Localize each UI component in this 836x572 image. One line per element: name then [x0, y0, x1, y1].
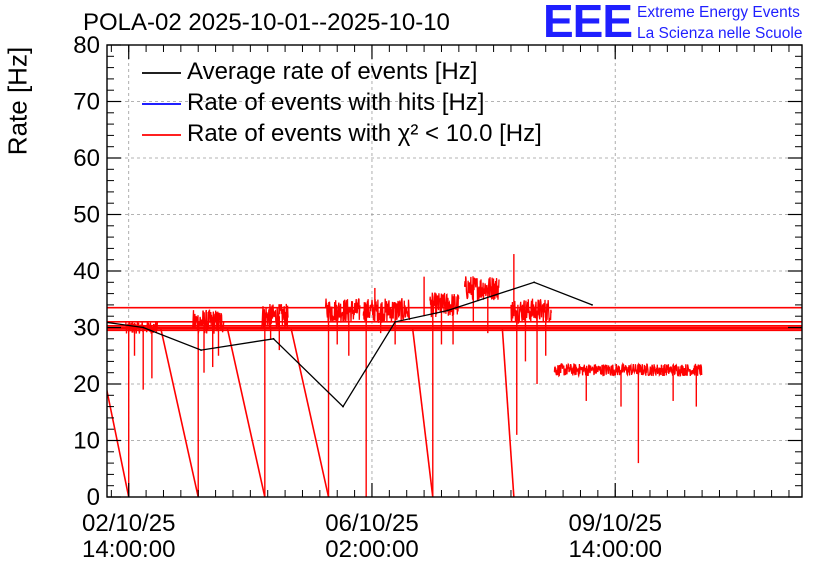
series-chi2-drop — [107, 387, 130, 497]
x-tick-label-time: 14:00:00 — [569, 536, 662, 563]
legend-label-chi2: Rate of events with χ² < 10.0 [Hz] — [187, 120, 542, 147]
legend-label-hits: Rate of events with hits [Hz] — [187, 89, 485, 116]
x-tick-label-date: 09/10/25 — [569, 510, 662, 537]
series-average-point — [342, 405, 344, 408]
series-average-point — [591, 304, 593, 306]
y-tick-label: 40 — [73, 258, 100, 285]
series-chi2-drop — [411, 327, 434, 497]
series-average-point — [394, 320, 397, 323]
series-chi2-drop — [501, 327, 515, 497]
legend-label-average: Average rate of events [Hz] — [187, 58, 478, 85]
series-chi2-drop — [290, 327, 330, 497]
y-tick-label: 60 — [73, 145, 100, 172]
series-chi2-drop — [159, 327, 199, 497]
chart-title: POLA-02 2025-10-01--2025-10-10 — [83, 9, 450, 36]
series-chi2-segment — [261, 303, 289, 329]
series-average-point — [142, 326, 145, 329]
series-chi2-drop — [226, 327, 266, 497]
series-average-point — [446, 309, 449, 312]
y-tick-label: 10 — [73, 428, 100, 455]
y-tick-label: 20 — [73, 371, 100, 398]
series-chi2-segment — [510, 298, 552, 325]
series-chi2-segment — [429, 292, 460, 318]
x-tick-label-date: 02/10/25 — [82, 510, 175, 537]
series-average-line — [107, 281, 593, 408]
y-tick-label: 0 — [87, 484, 100, 511]
x-tick-label-time: 14:00:00 — [82, 536, 175, 563]
series-chi2-segment — [553, 362, 703, 379]
y-tick-label: 30 — [73, 315, 100, 342]
legend-lines — [142, 72, 181, 136]
series-chi2-segment — [324, 298, 361, 323]
series-chi2-segment — [362, 298, 411, 323]
tagline-line-1: Extreme Energy Events — [637, 4, 800, 21]
tagline-line-2: La Scienza nelle Scuole — [637, 25, 803, 42]
tick-labels: 0102030405060708002/10/2514:00:0006/10/2… — [73, 32, 662, 563]
eee-logo: EEE — [543, 0, 633, 47]
x-tick-label-time: 02:00:00 — [325, 536, 418, 563]
x-tick-label-date: 06/10/25 — [325, 510, 418, 537]
axis-ticks — [107, 44, 802, 498]
series-average-point — [200, 349, 203, 351]
series-average-point — [61, 315, 63, 317]
y-tick-label: 70 — [73, 89, 100, 116]
series-average-point — [272, 337, 275, 340]
y-tick-label: 80 — [73, 32, 100, 59]
y-tick-label: 50 — [73, 202, 100, 229]
y-axis-label: Rate [Hz] — [2, 46, 33, 156]
series-layer — [61, 254, 802, 497]
series-average-point — [533, 281, 536, 284]
series-chi2-segment — [463, 276, 500, 302]
